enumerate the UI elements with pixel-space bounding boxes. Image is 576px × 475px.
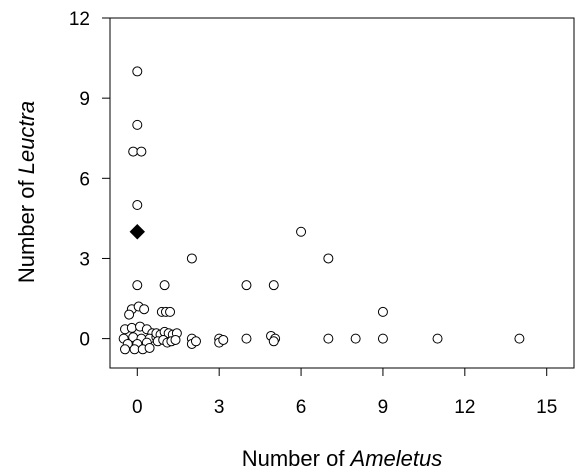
data-point	[218, 334, 229, 345]
x-tick-label: 9	[378, 397, 389, 418]
data-point	[350, 333, 361, 344]
data-point	[128, 146, 139, 157]
data-point	[170, 334, 181, 345]
data-point	[139, 304, 150, 315]
data-point	[132, 119, 143, 130]
data-point	[132, 200, 143, 211]
data-point	[126, 322, 137, 333]
x-axis: 0 3 6 9 12 15	[132, 368, 557, 418]
x-tick-label: 0	[132, 397, 143, 418]
y-tick-label: 12	[69, 9, 90, 30]
data-point	[129, 344, 140, 355]
data-point	[241, 280, 252, 291]
data-point	[432, 333, 443, 344]
data-point	[323, 253, 334, 264]
data-point	[124, 309, 135, 320]
data-point	[165, 306, 176, 317]
data-point	[241, 333, 252, 344]
data-point	[296, 226, 307, 237]
x-axis-title: Number of Ameletus	[242, 446, 443, 471]
x-tick-label: 12	[454, 397, 475, 418]
data-point	[132, 66, 143, 77]
y-axis-title: Number of Leuctra	[14, 101, 39, 283]
data-point	[268, 280, 279, 291]
data-point	[159, 280, 170, 291]
y-tick-label: 0	[79, 330, 90, 351]
data-point-diamond	[129, 224, 146, 240]
data-points	[118, 66, 525, 355]
data-point	[377, 306, 388, 317]
data-point	[190, 336, 201, 347]
x-tick-label: 3	[214, 397, 225, 418]
data-point	[377, 333, 388, 344]
data-point	[132, 280, 143, 291]
data-point	[136, 146, 147, 157]
data-point	[268, 336, 279, 347]
y-axis: 0 3 6 9 12	[69, 9, 110, 351]
data-point	[323, 333, 334, 344]
x-tick-label: 6	[296, 397, 307, 418]
x-tick-label: 15	[536, 397, 557, 418]
plot-frame	[109, 17, 575, 369]
y-tick-label: 6	[79, 169, 90, 190]
data-point	[514, 333, 525, 344]
y-tick-label: 3	[79, 249, 90, 270]
data-point	[144, 342, 155, 353]
data-point	[120, 344, 131, 355]
y-tick-label: 9	[79, 89, 90, 110]
data-point	[186, 253, 197, 264]
